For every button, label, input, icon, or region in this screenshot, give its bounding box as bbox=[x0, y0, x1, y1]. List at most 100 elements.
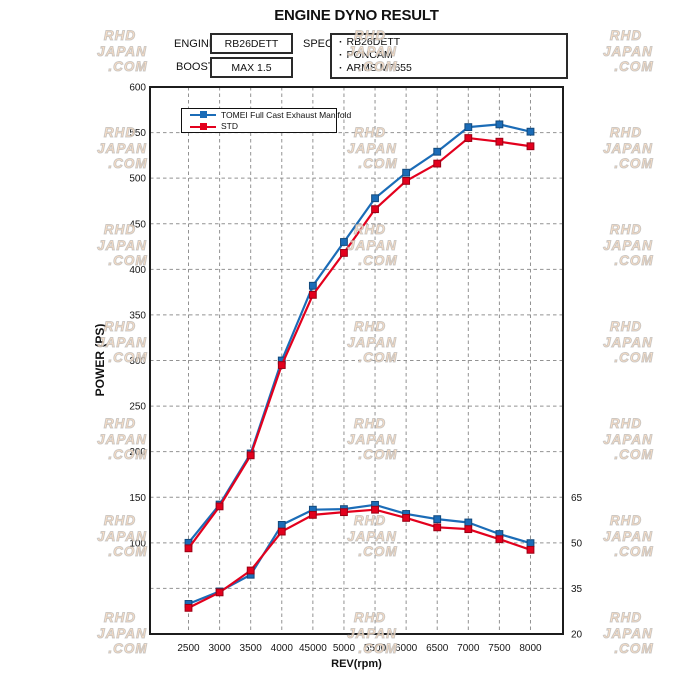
x-axis-tick: 2500 bbox=[177, 643, 200, 654]
series-std-power bbox=[184, 134, 535, 553]
series-std-power-point bbox=[464, 134, 473, 142]
left-axis-tick: 200 bbox=[129, 447, 146, 458]
series-std-power-point bbox=[340, 249, 348, 257]
plot-border bbox=[149, 86, 564, 635]
boost-value: MAX 1.5 bbox=[231, 61, 272, 74]
boost-label: BOOST bbox=[176, 61, 215, 73]
legend-series-marker-icon bbox=[190, 122, 216, 130]
series-tomei-full-cast-exhaust-manifold-power-point bbox=[402, 168, 411, 177]
series-tomei-full-cast-exhaust-manifold-power-point bbox=[340, 238, 348, 246]
y-axis-title: POWER (PS) bbox=[93, 324, 107, 397]
engine-label: ENGINE bbox=[174, 38, 217, 50]
left-axis-tick: 150 bbox=[129, 493, 146, 504]
legend-label: STD bbox=[221, 121, 238, 132]
series-std-power-point bbox=[371, 205, 379, 214]
legend-item: TOMEI Full Cast Exhaust Manifold bbox=[190, 109, 351, 121]
series-tomei-full-cast-exhaust-manifold-power-point bbox=[371, 194, 379, 203]
right-axis-tick: 20 bbox=[571, 630, 583, 641]
series-tomei-full-cast-exhaust-manifold-torque bbox=[184, 500, 535, 608]
series-std-power-point bbox=[215, 502, 224, 511]
series-std-power-point bbox=[308, 290, 317, 299]
x-axis-tick: 5500 bbox=[364, 643, 387, 654]
x-axis-tick: 3000 bbox=[208, 643, 231, 654]
series-tomei-full-cast-exhaust-manifold-power-point bbox=[526, 127, 535, 136]
engine-value-box: RB26DETT bbox=[210, 33, 293, 54]
series-std-torque-point bbox=[495, 535, 504, 544]
x-axis-tick: 3500 bbox=[240, 643, 263, 654]
series-tomei-full-cast-exhaust-manifold-torque-point bbox=[526, 539, 535, 548]
series-tomei-full-cast-exhaust-manifold-torque-line bbox=[188, 503, 531, 605]
series-tomei-full-cast-exhaust-manifold-power-point bbox=[433, 147, 442, 156]
series-tomei-full-cast-exhaust-manifold-power-line bbox=[187, 123, 531, 544]
series-std-power-point bbox=[277, 361, 286, 369]
left-axis-tick: 300 bbox=[129, 356, 146, 367]
x-axis-tick: 6000 bbox=[395, 643, 418, 654]
spec-item: · RB26DETT bbox=[339, 36, 566, 49]
left-axis-tick: 600 bbox=[129, 83, 146, 94]
series-tomei-full-cast-exhaust-manifold-power-point bbox=[495, 120, 504, 129]
series-std-torque-line bbox=[188, 508, 531, 609]
series-std-power-point bbox=[495, 137, 504, 146]
x-axis-tick: 45000 bbox=[299, 643, 327, 654]
right-axis-tick: 50 bbox=[571, 538, 583, 549]
right-axis-tick: 35 bbox=[571, 584, 583, 595]
axis-labels: 600 550 500 450 400 350 300 250 200 150 100 65 50 35 2… bbox=[129, 83, 582, 655]
spec-item-text: PONCAM bbox=[346, 49, 393, 61]
series-std-torque-point bbox=[371, 505, 379, 514]
spec-item: · PONCAM bbox=[339, 49, 566, 62]
series-std-torque-point bbox=[464, 525, 473, 534]
x-axis-tick: 6500 bbox=[426, 643, 449, 654]
x-axis-tick: 5000 bbox=[333, 643, 356, 654]
x-axis-tick: 4000 bbox=[271, 643, 294, 654]
series-tomei-full-cast-exhaust-manifold-power-point bbox=[464, 123, 473, 132]
series-std-torque-point bbox=[526, 545, 535, 554]
legend-label: TOMEI Full Cast Exhaust Manifold bbox=[221, 109, 352, 120]
left-axis-tick: 350 bbox=[129, 310, 146, 321]
series-std-power-point bbox=[433, 159, 442, 168]
boost-value-box: MAX 1.5 bbox=[210, 57, 293, 78]
left-axis-tick: 100 bbox=[129, 538, 146, 549]
x-axis-tick: 7000 bbox=[457, 643, 480, 654]
bullet-icon: · bbox=[339, 49, 343, 61]
bullet-icon: · bbox=[339, 62, 343, 74]
series-std-power-point bbox=[246, 451, 255, 460]
chart-legend: TOMEI Full Cast Exhaust Manifold STD bbox=[181, 108, 351, 133]
series-std-power-point bbox=[526, 142, 535, 151]
series-tomei-full-cast-exhaust-manifold-torque-point bbox=[464, 518, 473, 527]
spec-box: · RB26DETT · PONCAM · ARMS M7655 bbox=[330, 33, 568, 79]
x-axis-tick: 8000 bbox=[519, 643, 542, 654]
left-axis-tick: 250 bbox=[129, 402, 146, 413]
legend-series-marker-icon bbox=[190, 111, 216, 119]
series-std-power-point bbox=[184, 544, 193, 553]
grid-lines bbox=[150, 87, 563, 634]
series-std-power-line bbox=[187, 136, 531, 549]
series-tomei-full-cast-exhaust-manifold-power bbox=[184, 120, 535, 547]
series-std-torque-point bbox=[184, 603, 193, 612]
series-std-torque-point bbox=[402, 514, 411, 522]
spec-item: · ARMS M7655 bbox=[339, 62, 566, 75]
series-tomei-full-cast-exhaust-manifold-power-point bbox=[308, 281, 317, 290]
right-axis-tick: 65 bbox=[571, 493, 583, 504]
series-std-torque-point bbox=[308, 510, 317, 519]
series-std-torque-point bbox=[215, 588, 224, 597]
x-axis-title: REV(rpm) bbox=[331, 658, 382, 670]
spec-item-text: RB26DETT bbox=[346, 36, 401, 48]
page-title: ENGINE DYNO RESULT bbox=[274, 7, 439, 24]
bullet-icon: · bbox=[339, 36, 343, 48]
spec-label: SPEC bbox=[303, 38, 333, 50]
series-tomei-full-cast-exhaust-manifold-torque-point bbox=[433, 515, 442, 524]
left-axis-tick: 400 bbox=[129, 265, 146, 276]
series-tomei-full-cast-exhaust-manifold-torque-point bbox=[277, 521, 286, 529]
series-std-torque-point bbox=[340, 508, 348, 517]
series-std-torque-point bbox=[246, 566, 255, 575]
series-std-torque-point bbox=[433, 523, 442, 532]
series-std-torque-point bbox=[277, 527, 286, 536]
x-axis-tick: 7500 bbox=[488, 643, 511, 654]
engine-value: RB26DETT bbox=[224, 37, 279, 50]
left-axis-tick: 550 bbox=[129, 128, 146, 139]
series-std-power-point bbox=[402, 177, 411, 185]
legend-item: STD bbox=[190, 121, 336, 133]
spec-item-text: ARMS M7655 bbox=[346, 62, 412, 74]
